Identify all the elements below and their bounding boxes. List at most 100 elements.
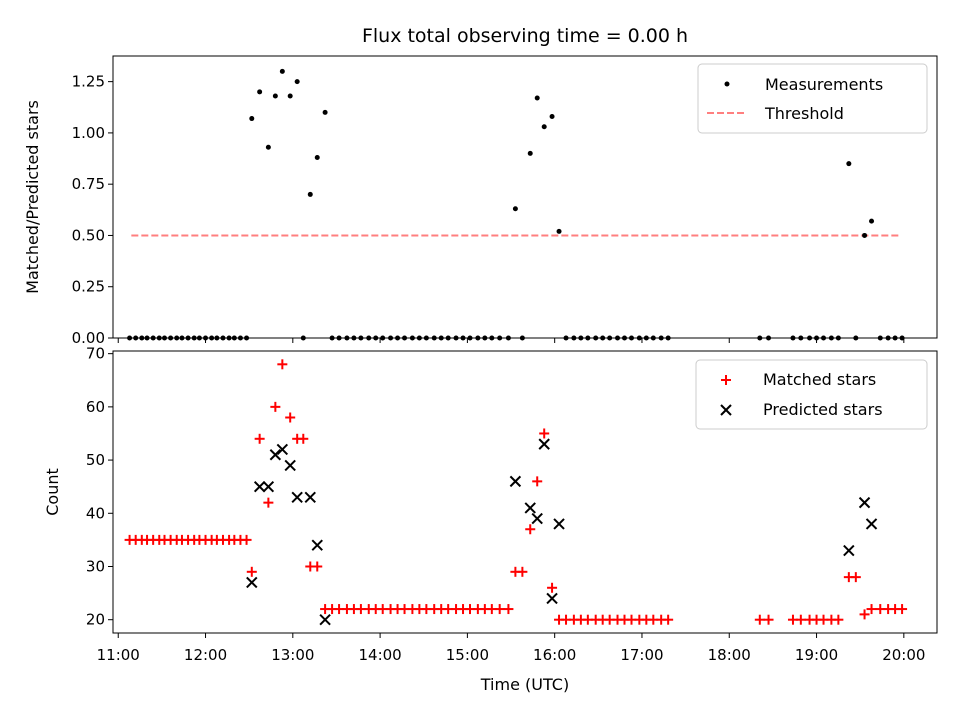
count-legend: Matched stars Predicted stars	[695, 359, 928, 430]
legend-measurements-marker	[724, 81, 730, 87]
count-axes-frame	[112, 350, 938, 634]
predicted-star-point	[246, 576, 258, 589]
legend-predicted-marker	[720, 404, 732, 416]
matched-star-point	[532, 476, 543, 487]
count-x-tick-label: 13:00	[271, 646, 314, 664]
count-x-tick-label: 15:00	[446, 646, 489, 664]
count-x-tick-label: 16:00	[533, 646, 576, 664]
matched-star-point	[897, 604, 908, 615]
predicted-star-point	[269, 449, 282, 461]
ratio-legend: Measurements Threshold	[697, 63, 928, 134]
measurement-point	[257, 89, 263, 95]
measurement-point	[322, 109, 328, 115]
count-y-tick-label: 40	[86, 504, 105, 522]
measurement-point	[541, 124, 547, 130]
legend-predicted-label: Predicted stars	[763, 400, 883, 419]
measurement-point	[862, 232, 868, 238]
matched-star-point	[663, 614, 674, 625]
predicted-star-point	[311, 539, 323, 551]
predicted-star-point	[546, 592, 558, 605]
matched-star-point	[494, 604, 505, 615]
measurement-point	[314, 155, 320, 161]
matched-star-point	[833, 614, 844, 625]
measurement-point	[846, 161, 852, 167]
count-y-tick-label: 20	[86, 611, 105, 629]
matched-star-point	[263, 497, 274, 508]
count-x-tick-label: 19:00	[795, 646, 838, 664]
count-x-tick-label: 11:00	[97, 646, 140, 664]
x-axis-label: Time (UTC)	[480, 675, 569, 694]
predicted-star-point	[509, 475, 522, 488]
ratio-y-tick-label: 0.25	[72, 278, 105, 296]
ratio-legend-box	[697, 63, 928, 134]
count-x-tick-label: 12:00	[184, 646, 227, 664]
matched-star-point	[254, 433, 265, 444]
ratio-y-tick-label: 0.75	[72, 175, 105, 193]
matched-star-point	[312, 561, 323, 572]
ratio-axes: 0.00 0.25 0.50 0.75 1.00 1.25 Matched/Predict…	[23, 55, 938, 347]
measurement-point	[512, 206, 518, 212]
measurement-point	[265, 144, 271, 150]
measurement-point	[287, 93, 293, 99]
ratio-y-tick-label: 1.00	[72, 124, 105, 142]
measurement-point	[534, 95, 540, 101]
ratio-y-tick-label: 0.00	[72, 329, 105, 347]
matched-star-point	[503, 604, 514, 615]
measurement-point	[249, 116, 255, 122]
matched-star-point	[763, 614, 774, 625]
count-x-tick-label: 18:00	[708, 646, 751, 664]
ratio-y-tick-label: 1.25	[72, 73, 105, 91]
predicted-star-point	[865, 518, 878, 530]
matched-star-point	[246, 566, 257, 577]
count-y-ticks: 20 30 40 50 60 70	[86, 345, 113, 629]
count-y-tick-label: 50	[86, 451, 105, 469]
matched-star-point	[850, 572, 861, 583]
matched-star-point	[547, 582, 558, 593]
count-y-tick-label: 70	[86, 345, 105, 363]
count-x-tick-label: 20:00	[882, 646, 925, 664]
count-y-tick-label: 60	[86, 398, 105, 416]
count-legend-box	[695, 359, 928, 430]
matched-star-point	[285, 412, 296, 423]
measurement-point	[307, 191, 313, 197]
ratio-x-tickmarks	[117, 338, 905, 343]
predicted-star-point	[858, 496, 871, 509]
matched-star-point	[525, 524, 536, 535]
legend-measurements-label: Measurements	[765, 75, 883, 94]
predicted-star-point	[276, 443, 289, 456]
matched-star-point	[866, 604, 877, 615]
count-x-tick-label: 14:00	[358, 646, 401, 664]
measurement-point	[294, 79, 300, 85]
predicted-star-point	[524, 502, 536, 514]
predicted-star-point	[291, 491, 303, 504]
count-axes: 20 30 40 50 60 70 11:00 12:00 13:00 14:00 15:00 16…	[43, 345, 938, 694]
matched-star-point	[539, 428, 550, 439]
predicted-star-point	[262, 480, 275, 493]
measurement-point	[527, 150, 533, 156]
measurement-point	[279, 68, 285, 74]
matched-star-point	[241, 534, 252, 545]
matched-star-point	[298, 433, 309, 444]
predicted-star-point	[284, 459, 296, 472]
predicted-star-point	[253, 480, 266, 493]
matched-star-point	[754, 614, 765, 625]
legend-threshold-label: Threshold	[764, 104, 844, 123]
measurement-point	[272, 93, 278, 99]
predicted-star-point	[531, 512, 543, 525]
matched-star-point	[270, 401, 281, 412]
ratio-y-label: Matched/Predicted stars	[23, 100, 42, 294]
count-marks	[124, 359, 908, 626]
ratio-y-ticks: 0.00 0.25 0.50 0.75 1.00 1.25	[72, 73, 113, 347]
matched-star-point	[277, 359, 288, 370]
measurement-point	[549, 114, 555, 120]
count-x-ticks: 11:00 12:00 13:00 14:00 15:00 16:00 17:00 18:00…	[97, 633, 925, 664]
matched-star-point	[517, 566, 528, 577]
matched-star-point	[859, 609, 870, 620]
legend-matched-label: Matched stars	[763, 370, 876, 389]
chart-title: Flux total observing time = 0.00 h	[362, 25, 688, 47]
predicted-star-point	[553, 518, 565, 530]
measurement-point	[869, 218, 875, 224]
predicted-star-point	[319, 613, 331, 626]
ratio-axes-frame	[112, 55, 938, 339]
